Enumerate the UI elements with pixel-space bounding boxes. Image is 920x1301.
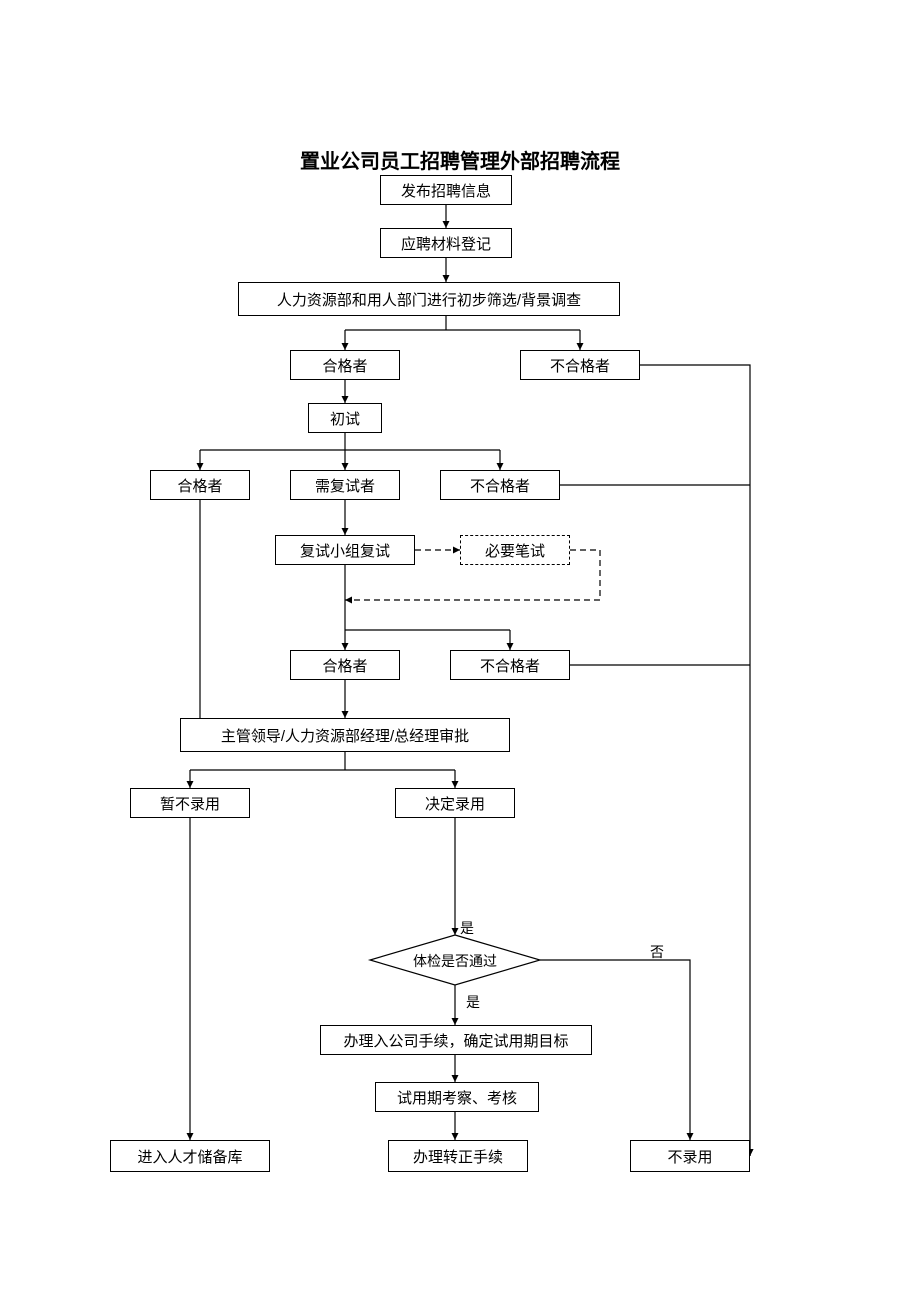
node-n14: 暂不录用 [130, 788, 250, 818]
node-n2: 应聘材料登记 [380, 228, 512, 258]
node-n18: 试用期考察、考核 [375, 1082, 539, 1112]
page-title: 置业公司员工招聘管理外部招聘流程 [0, 145, 920, 174]
node-n15: 决定录用 [395, 788, 515, 818]
node-n17: 办理入公司手续，确定试用期目标 [320, 1025, 592, 1055]
node-n21: 不录用 [630, 1140, 750, 1172]
node-n10b: 必要笔试 [460, 535, 570, 565]
node-n4: 合格者 [290, 350, 400, 380]
node-n1: 发布招聘信息 [380, 175, 512, 205]
node-n8: 需复试者 [290, 470, 400, 500]
edge-label: 是 [460, 918, 474, 938]
edge-label: 是 [466, 992, 480, 1012]
flowchart-canvas: 置业公司员工招聘管理外部招聘流程 发布招聘信息应聘材料登记人力资源部和用人部门进… [0, 0, 920, 1301]
node-n5: 不合格者 [520, 350, 640, 380]
node-n7: 合格者 [150, 470, 250, 500]
node-n20: 办理转正手续 [388, 1140, 528, 1172]
edge-label: 否 [650, 942, 664, 962]
node-n13: 主管领导/人力资源部经理/总经理审批 [180, 718, 510, 752]
node-n12: 不合格者 [450, 650, 570, 680]
node-n3: 人力资源部和用人部门进行初步筛选/背景调查 [238, 282, 620, 316]
node-n6: 初试 [308, 403, 382, 433]
node-n9: 不合格者 [440, 470, 560, 500]
node-n10: 复试小组复试 [275, 535, 415, 565]
node-n16: 体检是否通过 [370, 951, 540, 971]
node-n19: 进入人才储备库 [110, 1140, 270, 1172]
node-n11: 合格者 [290, 650, 400, 680]
